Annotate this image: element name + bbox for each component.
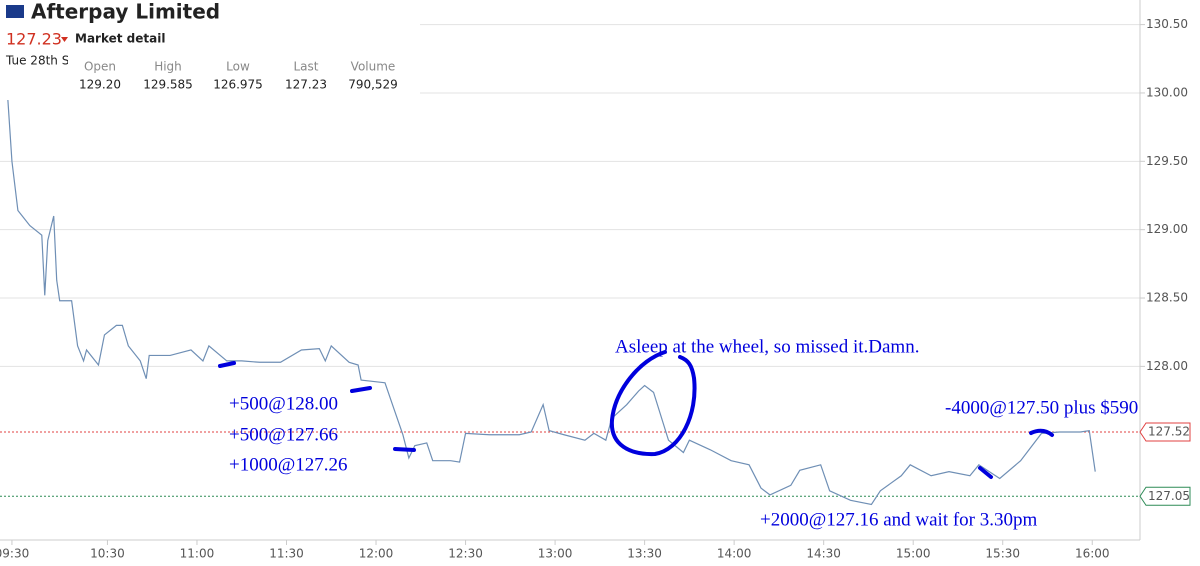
field-value: 790,529	[348, 78, 398, 92]
reference-label: 127.52	[1148, 425, 1190, 439]
date: Tue 28th S	[5, 54, 69, 68]
y-tick-label: 130.00	[1146, 85, 1188, 99]
x-tick-label: 12:30	[448, 547, 483, 561]
field-label: High	[154, 60, 182, 74]
field-value: 129.585	[143, 78, 193, 92]
price: 127.23	[6, 30, 62, 49]
y-tick-label: 128.50	[1146, 291, 1188, 305]
reference-tag	[1139, 486, 1191, 506]
y-tick-label: 130.50	[1146, 17, 1188, 31]
down-arrow	[61, 37, 68, 42]
x-tick-label: 14:00	[717, 547, 752, 561]
pen-marks	[218, 350, 1054, 479]
field-value: 129.20	[79, 78, 121, 92]
field-label: Open	[84, 60, 116, 74]
field-value: 126.975	[213, 78, 263, 92]
annotation: +500@128.00	[229, 393, 338, 414]
reference-tag	[1139, 422, 1191, 442]
x-tick-label: 11:00	[180, 547, 215, 561]
x-tick-label: 10:30	[90, 547, 125, 561]
annotation: +1000@127.26	[229, 454, 347, 475]
annotation: +2000@127.16 and wait for 3.30pm	[760, 509, 1038, 530]
y-tick-label: 129.00	[1146, 222, 1188, 236]
field-label: Low	[226, 60, 250, 74]
x-tick-label: 14:30	[806, 547, 841, 561]
price-line	[5, 71, 1096, 506]
y-tick-label: 128.00	[1146, 359, 1188, 373]
field-label: Volume	[351, 60, 396, 74]
detail-fields: Open 129.20 High 129.585 Low 126.975 Last 127.2…	[79, 60, 398, 92]
x-tick-label: 12:00	[359, 547, 394, 561]
annotation: +500@127.66	[229, 424, 338, 445]
x-tick-label: 13:00	[538, 547, 573, 561]
field-label: Last	[294, 60, 319, 74]
annotation: Asleep at the wheel, so missed it.Damn.	[615, 336, 919, 357]
x-tick-label: 11:30	[269, 547, 304, 561]
x-tick-label: 09:30	[0, 547, 29, 561]
x-tick-label: 15:30	[985, 547, 1020, 561]
market-detail: Market detail	[75, 32, 165, 46]
flag-icon	[6, 5, 24, 18]
x-tick-label: 13:30	[627, 547, 662, 561]
y-tick-label: 129.50	[1146, 154, 1188, 168]
chart-title: Afterpay Limited	[31, 0, 220, 24]
x-tick-label: 15:00	[896, 547, 931, 561]
field-value: 127.23	[285, 78, 327, 92]
detail-box	[68, 48, 408, 98]
x-tick-label: 16:00	[1075, 547, 1110, 561]
reference-label: 127.05	[1148, 489, 1190, 503]
annotation: -4000@127.50 plus $590	[945, 397, 1138, 418]
